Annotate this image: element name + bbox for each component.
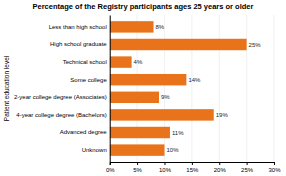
x-tick-mark bbox=[247, 162, 248, 165]
x-tick-mark bbox=[164, 162, 165, 165]
x-tick: 0% bbox=[106, 162, 115, 173]
bar bbox=[110, 74, 187, 85]
bar bbox=[110, 109, 214, 120]
grid-line bbox=[137, 15, 138, 162]
y-tick-label: Unknown bbox=[82, 147, 107, 153]
bars bbox=[110, 21, 247, 156]
y-tick: Less than high school bbox=[49, 24, 107, 30]
x-tick-mark bbox=[274, 162, 275, 165]
data-label: 19% bbox=[216, 112, 229, 118]
chart: Percentage of the Registry participants … bbox=[0, 0, 286, 176]
y-tick: Some college bbox=[70, 77, 107, 83]
y-tick-label: 2-year college degree (Associates) bbox=[14, 94, 107, 100]
data-labels: 8% 25% 4% 14% 9% 19% 11% 10% bbox=[134, 24, 262, 153]
grid-line bbox=[246, 15, 247, 162]
y-tick: High school graduate bbox=[50, 41, 107, 47]
x-tick: 5% bbox=[133, 162, 142, 173]
y-tick-label: Less than high school bbox=[49, 24, 107, 30]
grid bbox=[110, 15, 274, 162]
data-label: 11% bbox=[172, 130, 184, 136]
bar bbox=[110, 39, 247, 50]
x-tick-label: 0% bbox=[106, 167, 115, 173]
x-tick-label: 25% bbox=[241, 167, 254, 173]
y-tick: 2-year college degree (Associates) bbox=[14, 94, 107, 100]
y-tick-label: 4-year college degree (Bachelors) bbox=[16, 112, 106, 118]
grid-line bbox=[274, 15, 275, 162]
grid-line bbox=[164, 15, 165, 162]
data-label: 9% bbox=[161, 94, 170, 100]
grid-line bbox=[191, 15, 192, 162]
bar bbox=[110, 92, 159, 103]
data-label: 10% bbox=[166, 147, 179, 153]
y-tick-label: Technical school bbox=[63, 59, 107, 65]
data-label: 4% bbox=[134, 59, 143, 65]
data-label: 8% bbox=[156, 24, 165, 30]
y-tick-label: High school graduate bbox=[50, 41, 107, 47]
bar bbox=[110, 21, 154, 32]
x-tick-mark bbox=[137, 162, 138, 165]
x-tick-label: 5% bbox=[133, 167, 142, 173]
x-tick-label: 15% bbox=[186, 167, 199, 173]
x-axis-line bbox=[110, 163, 274, 166]
x-tick: 15% bbox=[186, 162, 199, 173]
x-tick-label: 20% bbox=[214, 167, 227, 173]
x-axis: 0% 5% 10% 15% 20% 25% 30% bbox=[106, 162, 281, 173]
y-tick: 4-year college degree (Bachelors) bbox=[16, 112, 106, 118]
x-tick-mark bbox=[192, 162, 193, 165]
x-tick: 25% bbox=[241, 162, 254, 173]
y-tick-label: Some college bbox=[70, 77, 107, 83]
bar bbox=[110, 56, 132, 67]
y-tick: Technical school bbox=[63, 59, 107, 65]
data-label: 25% bbox=[249, 42, 262, 48]
bar bbox=[110, 144, 165, 155]
x-tick-mark bbox=[219, 162, 220, 165]
plot: 8% 25% 4% 14% 9% 19% 11% 10% 0% 5% 10% 15% 20% 25% 30%… bbox=[14, 15, 281, 173]
x-tick: 20% bbox=[214, 162, 227, 173]
y-axis-line bbox=[110, 16, 111, 163]
x-tick-label: 30% bbox=[268, 167, 281, 173]
y-tick: Unknown bbox=[82, 147, 107, 153]
grid-line bbox=[109, 15, 110, 162]
title: Percentage of the Registry participants … bbox=[33, 2, 254, 11]
y-axis: Less than high school High school graduat… bbox=[14, 16, 110, 163]
x-tick: 30% bbox=[268, 162, 281, 173]
grid-line bbox=[219, 15, 220, 162]
x-tick-label: 10% bbox=[159, 167, 172, 173]
y-axis-title: Patient education level bbox=[3, 55, 10, 121]
bar bbox=[110, 127, 170, 138]
y-tick: Advanced degree bbox=[60, 129, 108, 135]
x-tick: 10% bbox=[159, 162, 172, 173]
y-tick-label: Advanced degree bbox=[60, 129, 108, 135]
data-label: 14% bbox=[188, 77, 201, 83]
